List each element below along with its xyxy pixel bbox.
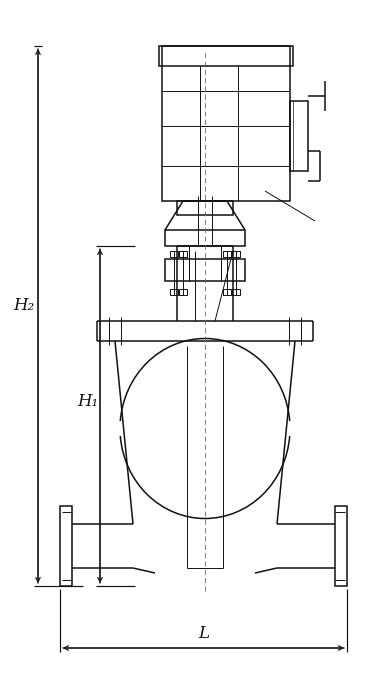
Bar <box>162 46 290 201</box>
Text: L: L <box>198 625 209 642</box>
Bar <box>165 230 245 246</box>
Bar <box>179 251 187 257</box>
Bar <box>60 506 72 586</box>
Bar <box>223 251 231 257</box>
Bar <box>179 289 187 295</box>
Bar <box>223 289 231 295</box>
Bar <box>335 506 347 586</box>
Text: H₂: H₂ <box>14 297 35 314</box>
Bar <box>290 101 308 171</box>
Bar <box>159 46 293 66</box>
Bar <box>232 289 240 295</box>
Text: H₁: H₁ <box>77 393 99 410</box>
Bar <box>165 259 245 281</box>
Bar <box>232 251 240 257</box>
Bar <box>177 201 233 215</box>
Bar <box>170 289 178 295</box>
Bar <box>170 251 178 257</box>
